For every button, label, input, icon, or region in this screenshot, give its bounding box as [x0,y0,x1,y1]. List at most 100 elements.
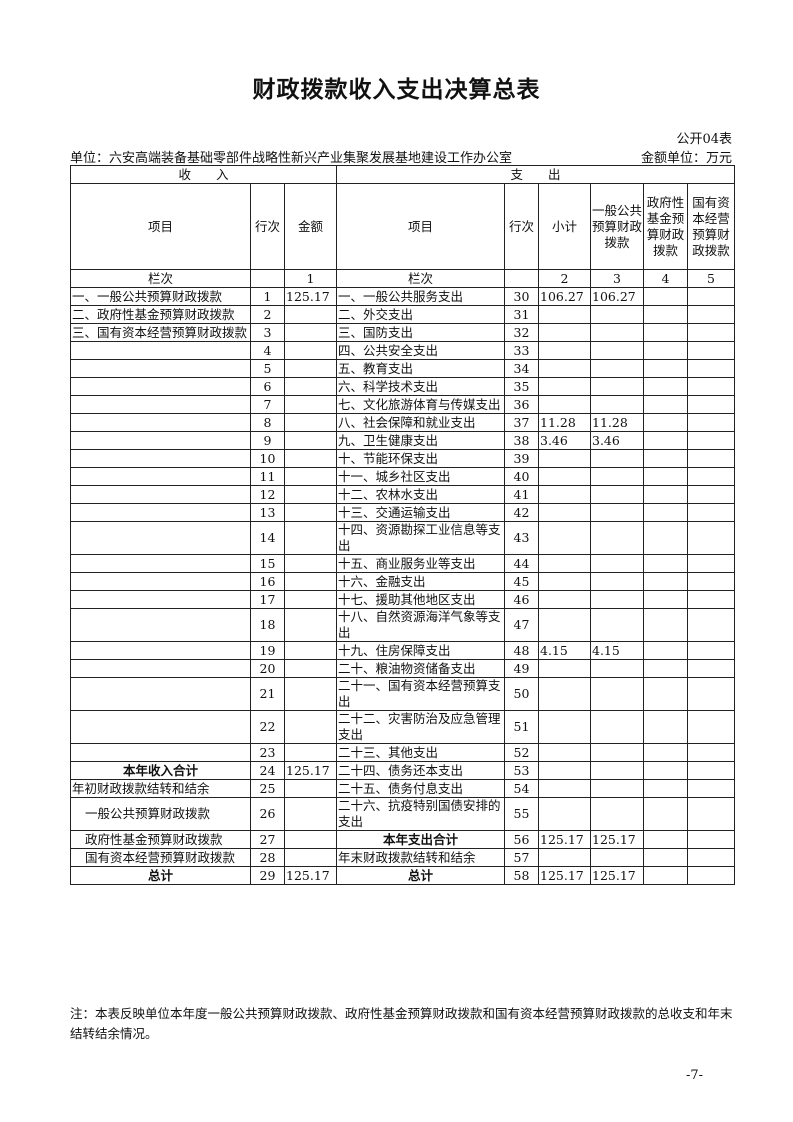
gov-fund [643,323,688,342]
income-item [70,608,251,642]
income-amount [284,743,337,762]
subtotal [538,305,591,324]
subtotal [538,572,591,591]
state-capital [686,710,736,744]
gov-fund [643,359,688,378]
income-line: 21 [250,677,285,711]
income-amount [284,779,337,798]
expense-item: 二十一、国有资本经营预算支出 [336,677,505,711]
income-line: 23 [250,743,285,762]
expense-item: 二十、粮油物资储备支出 [336,659,505,678]
expense-item: 十八、自然资源海洋气象等支出 [336,608,505,642]
table-row: 8 八、社会保障和就业支出 37 11.28 11.28 [70,413,736,432]
col-num: 2 [538,269,591,288]
general-header: 一般公共预算财政拨款 [590,183,644,270]
state-capital [686,287,736,306]
income-item [70,485,251,504]
subtotal [538,659,591,678]
subtotal: 106.27 [538,287,591,306]
subtotal [538,779,591,798]
subtotal [538,449,591,468]
income-item [70,449,251,468]
gov-fund [643,467,688,486]
subtotal [538,341,591,360]
income-item [70,341,251,360]
general-budget [590,521,644,555]
gov-fund [643,779,688,798]
income-line: 2 [250,305,285,324]
state-capital [686,641,736,660]
income-line: 25 [250,779,285,798]
gov-fund [643,797,688,831]
col-num-empty [250,269,285,288]
income-line: 29 [250,866,285,885]
gov-fund [643,743,688,762]
expense-line: 45 [504,572,539,591]
income-line: 28 [250,848,285,867]
expense-item-header: 项目 [336,183,505,270]
subtotal [538,554,591,573]
income-item [70,590,251,609]
col-num: 1 [284,269,337,288]
state-capital [686,521,736,555]
expense-line: 30 [504,287,539,306]
expense-item: 十五、商业服务业等支出 [336,554,505,573]
table-row: 三、国有资本经营预算财政拨款 3 三、国防支出 32 [70,323,736,342]
general-budget [590,743,644,762]
income-line: 16 [250,572,285,591]
gov-fund [643,659,688,678]
expense-item: 年末财政拨款结转和结余 [336,848,505,867]
general-budget [590,779,644,798]
table-row: 21 二十一、国有资本经营预算支出 50 [70,677,736,711]
gov-fund [643,761,688,780]
expense-line: 48 [504,641,539,660]
expense-header: 支 出 [335,165,736,184]
gov-fund [643,521,688,555]
table-row: 13 十三、交通运输支出 42 [70,503,736,522]
col-label: 栏次 [336,269,505,288]
income-line: 9 [250,431,285,450]
income-amount [284,590,337,609]
expense-line: 31 [504,305,539,324]
income-item: 国有资本经营预算财政拨款 [70,848,251,867]
table-row: 18 十八、自然资源海洋气象等支出 47 [70,608,736,642]
subtotal [538,323,591,342]
state-capital [686,848,736,867]
subtotal [538,761,591,780]
col-label: 栏次 [70,269,251,288]
state-capital [686,449,736,468]
expense-line: 32 [504,323,539,342]
table-row: 11 十一、城乡社区支出 40 [70,467,736,486]
state-capital [686,503,736,522]
gov-fund [643,431,688,450]
table-row: 6 六、科学技术支出 35 [70,377,736,396]
general-budget [590,797,644,831]
expense-line: 35 [504,377,539,396]
income-line: 20 [250,659,285,678]
gov-fund [643,830,688,849]
gov-fund [643,641,688,660]
subtotal [538,677,591,711]
subtotal [538,485,591,504]
general-budget [590,761,644,780]
expense-item: 十三、交通运输支出 [336,503,505,522]
gov-fund [643,341,688,360]
gov-fund-header: 政府性基金预算财政拨款 [643,183,688,270]
general-budget: 106.27 [590,287,644,306]
general-budget [590,554,644,573]
income-amount [284,710,337,744]
income-line: 7 [250,395,285,414]
income-item [70,710,251,744]
income-item [70,743,251,762]
state-capital [686,608,736,642]
income-line: 17 [250,590,285,609]
subtotal [538,395,591,414]
subtotal: 125.17 [538,830,591,849]
income-amount [284,395,337,414]
expense-line: 38 [504,431,539,450]
income-item [70,395,251,414]
general-budget: 11.28 [590,413,644,432]
subtotal [538,710,591,744]
income-line: 10 [250,449,285,468]
expense-line: 55 [504,797,539,831]
